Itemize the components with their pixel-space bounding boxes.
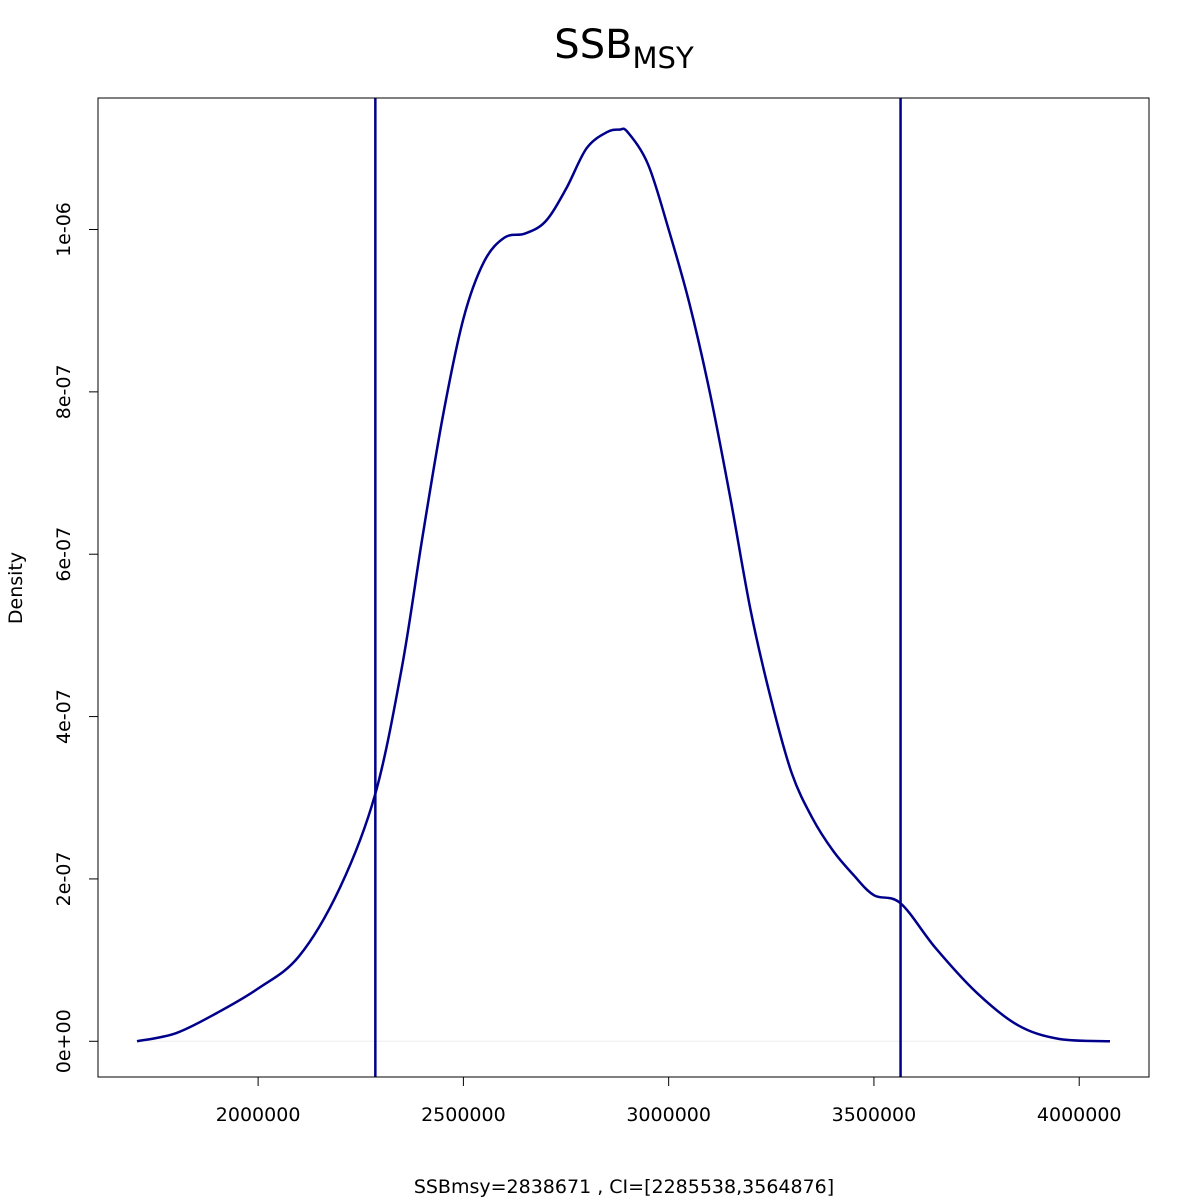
chart-title-subscript: MSY — [632, 41, 694, 75]
x-axis-label: SSBmsy=2838671 , CI=[2285538,3564876] — [414, 1176, 834, 1198]
y-axis: 0e+00 2e-07 4e-07 6e-07 8e-07 1e-06 — [53, 202, 99, 1073]
x-tick-label: 2500000 — [421, 1104, 506, 1126]
y-tick-label: 8e-07 — [53, 364, 75, 419]
y-axis-label: Density — [5, 552, 27, 624]
y-tick-label: 4e-07 — [53, 689, 75, 744]
y-tick-label: 0e+00 — [53, 1009, 75, 1073]
y-tick-label: 6e-07 — [53, 527, 75, 582]
x-tick-label: 2000000 — [216, 1104, 301, 1126]
x-tick-label: 4000000 — [1037, 1104, 1122, 1126]
x-tick-label: 3000000 — [626, 1104, 711, 1126]
chart-title-main: SSB — [554, 22, 633, 68]
y-tick-label: 2e-07 — [53, 852, 75, 907]
y-tick-label: 1e-06 — [53, 202, 75, 257]
x-tick-label: 3500000 — [832, 1104, 917, 1126]
plot-frame — [97, 97, 1150, 1078]
chart-title: SSBMSY — [0, 22, 1200, 75]
density-curve — [136, 127, 1111, 1043]
x-axis: 2000000 2500000 3000000 3500000 4000000 — [216, 1076, 1122, 1126]
